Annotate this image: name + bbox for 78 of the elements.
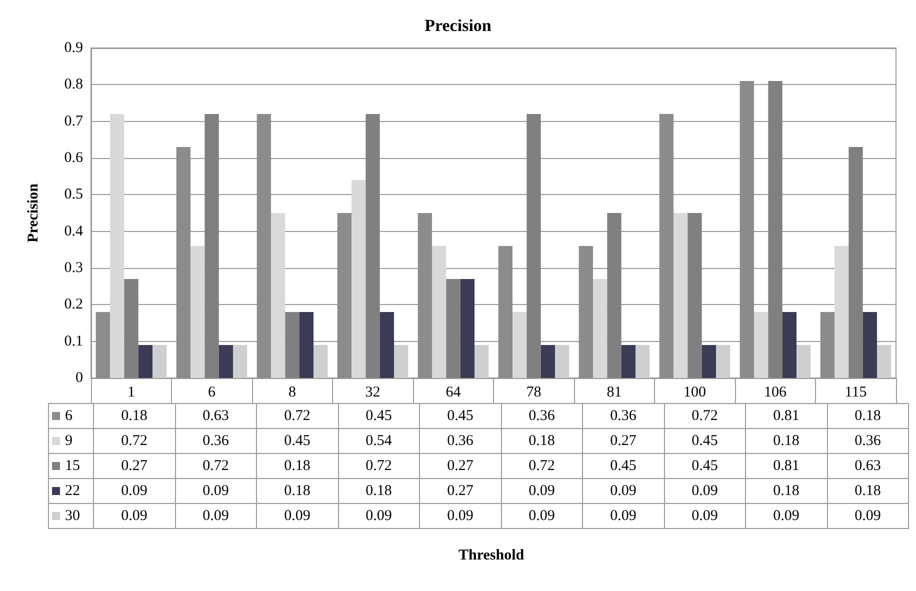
y-tick-label: 0.9 — [64, 40, 83, 56]
data-label: 0.09 — [746, 504, 827, 528]
x-tick-label: 1 — [128, 384, 135, 400]
x-tick-label: 8 — [288, 384, 296, 400]
data-label: 0.81 — [746, 404, 827, 428]
data-label: 0.45 — [256, 428, 338, 454]
data-label: 0.63 — [827, 454, 908, 478]
y-tick-label: 0.3 — [64, 260, 83, 276]
y-tick-label: 0.7 — [64, 113, 84, 130]
data-label: 0.18 — [827, 404, 908, 428]
data-label: 0.45 — [582, 454, 664, 478]
y-tick-label: 0.5 — [64, 186, 83, 203]
data-label: 0.36 — [175, 428, 256, 454]
data-label: 0.09 — [94, 478, 175, 504]
x-tick-label: 115 — [844, 384, 867, 400]
y-tick-label: 0.4 — [64, 223, 84, 240]
data-label: 0.27 — [420, 454, 501, 478]
data-label: 0.81 — [746, 454, 827, 478]
data-label: 0.27 — [582, 428, 664, 454]
legend-label: 15 — [48, 454, 94, 478]
legend-label: 30 — [48, 504, 94, 528]
data-label: 0.45 — [664, 454, 746, 478]
data-label: 0.72 — [175, 454, 256, 478]
y-tick-label: 0.1 — [64, 333, 83, 350]
data-label: 0.09 — [420, 504, 501, 528]
x-tick-label: 106 — [764, 384, 787, 400]
data-label: 0.36 — [827, 428, 908, 454]
chart-title: Precision — [424, 16, 492, 35]
data-label: 0.09 — [501, 504, 582, 528]
data-label: 0.09 — [338, 504, 420, 528]
data-label: 0.27 — [420, 478, 501, 504]
data-label: 0.36 — [501, 404, 582, 428]
x-tick-label: 32 — [365, 384, 380, 400]
data-label: 0.09 — [664, 478, 746, 504]
data-label: 0.09 — [175, 478, 256, 504]
y-tick-label: 0.2 — [64, 296, 83, 313]
data-label: 0.72 — [664, 404, 746, 428]
data-label: 0.45 — [664, 428, 746, 454]
y-tick-label: 0.8 — [64, 76, 83, 93]
legend-label: 9 — [48, 428, 94, 454]
data-label: 0.09 — [582, 478, 664, 504]
y-tick-label: 0 — [76, 370, 83, 386]
data-label: 0.18 — [827, 478, 908, 504]
data-label: 0.72 — [256, 404, 338, 428]
x-tick-label: 81 — [606, 384, 622, 400]
legend-label: 6 — [48, 404, 94, 428]
data-label: 0.36 — [420, 428, 501, 454]
data-label: 0.18 — [746, 428, 827, 454]
data-label: 0.09 — [256, 504, 338, 528]
data-label: 0.36 — [582, 404, 664, 428]
data-label: 0.72 — [338, 454, 420, 478]
data-label: 0.09 — [582, 504, 664, 528]
data-label: 0.18 — [338, 478, 420, 504]
y-tick-label: 0.6 — [64, 150, 84, 166]
data-label: 0.45 — [338, 404, 420, 428]
data-label: 0.45 — [420, 404, 501, 428]
data-label: 0.18 — [746, 478, 827, 504]
data-label: 0.54 — [338, 428, 420, 454]
text: Threshold — [458, 548, 525, 564]
data-label: 0.09 — [501, 478, 582, 504]
data-label: 0.63 — [175, 404, 256, 428]
x-tick-label: 100 — [684, 384, 706, 400]
data-label: 0.18 — [256, 478, 338, 504]
x-tick-label: 78 — [526, 384, 542, 400]
x-tick-label: 64 — [446, 384, 462, 400]
x-tick-label: 6 — [208, 384, 216, 400]
data-label: 0.72 — [501, 454, 582, 478]
data-label: 0.18 — [501, 428, 582, 454]
legend-label: 22 — [48, 478, 94, 504]
data-label: 0.09 — [664, 504, 746, 528]
data-label: 0.09 — [175, 504, 256, 528]
data-label: 0.18 — [94, 404, 175, 428]
data-label: 0.09 — [94, 504, 175, 528]
data-label: 0.18 — [256, 454, 338, 478]
data-label: 0.72 — [94, 428, 175, 454]
data-label: 0.09 — [827, 504, 908, 528]
y-axis-title: Precision — [26, 182, 42, 242]
data-label: 0.27 — [94, 454, 175, 478]
